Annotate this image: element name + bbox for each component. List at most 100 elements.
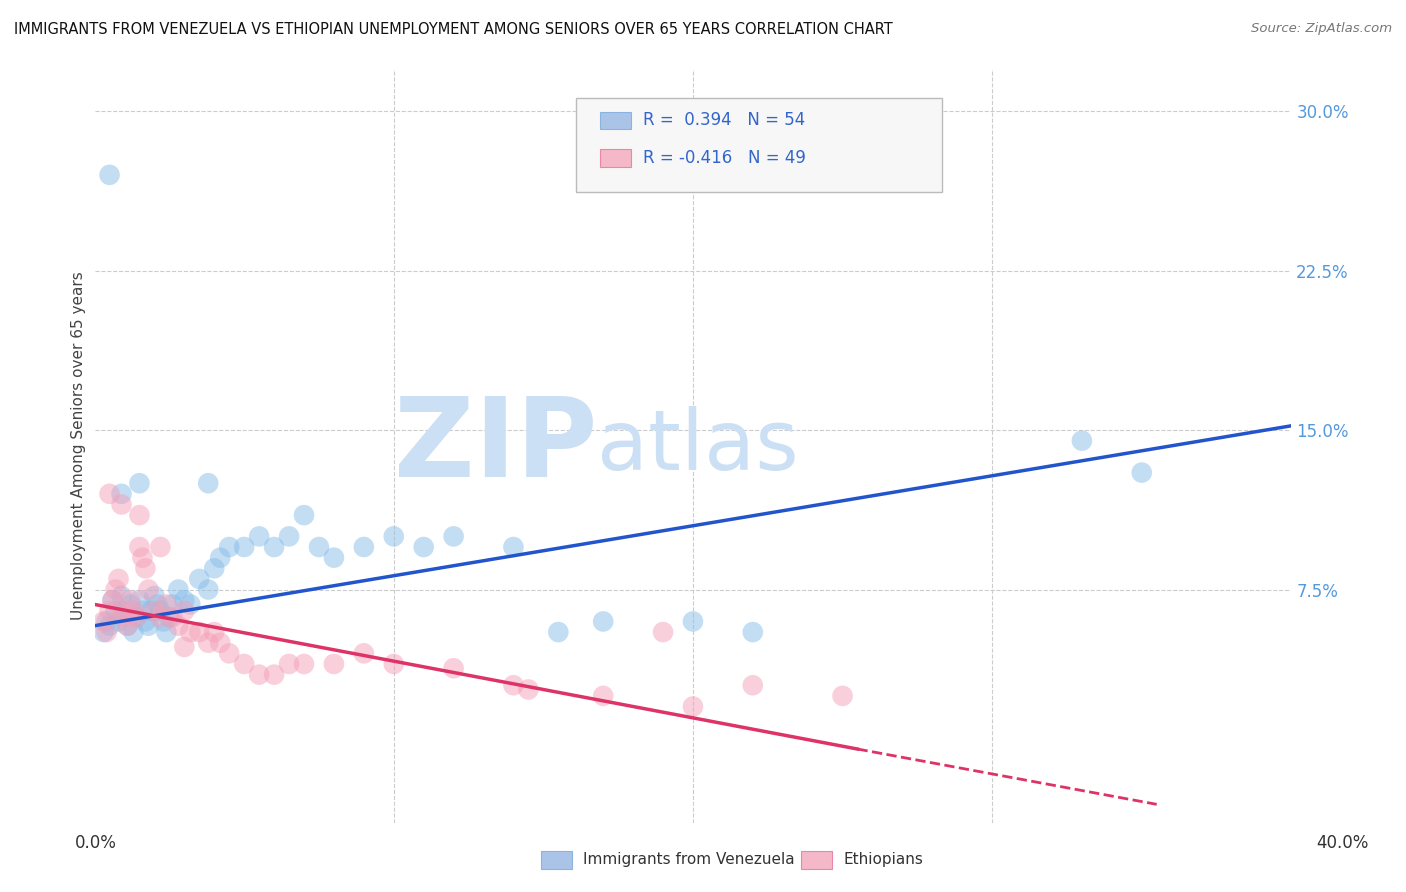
- Point: [412, 540, 434, 554]
- Point: [122, 604, 145, 618]
- Point: [117, 618, 139, 632]
- Point: [179, 598, 201, 612]
- Text: R =  0.394   N = 54: R = 0.394 N = 54: [643, 112, 804, 129]
- Point: [188, 625, 211, 640]
- Text: ZIP: ZIP: [394, 392, 598, 500]
- Point: [134, 561, 156, 575]
- Text: 0.0%: 0.0%: [75, 834, 117, 852]
- Point: [117, 618, 139, 632]
- Text: IMMIGRANTS FROM VENEZUELA VS ETHIOPIAN UNEMPLOYMENT AMONG SENIORS OVER 65 YEARS : IMMIGRANTS FROM VENEZUELA VS ETHIOPIAN U…: [14, 22, 893, 37]
- Point: [831, 689, 853, 703]
- Point: [98, 168, 121, 182]
- Point: [162, 598, 184, 612]
- Point: [134, 615, 156, 629]
- Point: [353, 646, 375, 660]
- Point: [122, 625, 145, 640]
- Text: Source: ZipAtlas.com: Source: ZipAtlas.com: [1251, 22, 1392, 36]
- Point: [263, 667, 285, 681]
- Point: [96, 625, 118, 640]
- Point: [247, 667, 270, 681]
- Point: [167, 618, 190, 632]
- Point: [218, 646, 240, 660]
- Point: [292, 657, 315, 671]
- Point: [101, 593, 124, 607]
- Point: [110, 604, 132, 618]
- Point: [128, 508, 150, 522]
- Point: [263, 540, 285, 554]
- Point: [149, 604, 172, 618]
- Point: [197, 582, 219, 597]
- Point: [167, 582, 190, 597]
- Point: [308, 540, 330, 554]
- Point: [682, 615, 704, 629]
- Point: [146, 598, 169, 612]
- Point: [128, 476, 150, 491]
- Point: [93, 625, 115, 640]
- Point: [107, 615, 129, 629]
- Point: [202, 625, 225, 640]
- Point: [120, 598, 142, 612]
- Point: [173, 593, 195, 607]
- Point: [592, 615, 614, 629]
- Point: [128, 593, 150, 607]
- Point: [682, 699, 704, 714]
- Point: [149, 610, 172, 624]
- Text: 40.0%: 40.0%: [1316, 834, 1369, 852]
- Point: [141, 604, 163, 618]
- Point: [197, 476, 219, 491]
- Point: [93, 615, 115, 629]
- Point: [155, 625, 177, 640]
- Point: [547, 625, 569, 640]
- Point: [443, 661, 465, 675]
- Point: [323, 550, 346, 565]
- Point: [278, 529, 301, 543]
- Point: [128, 540, 150, 554]
- Point: [209, 550, 232, 565]
- Point: [173, 604, 195, 618]
- Point: [114, 604, 136, 618]
- Point: [188, 572, 211, 586]
- Point: [125, 610, 148, 624]
- Point: [152, 615, 174, 629]
- Point: [741, 625, 763, 640]
- Point: [233, 657, 256, 671]
- Point: [110, 589, 132, 603]
- Point: [517, 682, 540, 697]
- Point: [110, 487, 132, 501]
- Point: [98, 604, 121, 618]
- Point: [96, 615, 118, 629]
- Point: [101, 593, 124, 607]
- Point: [247, 529, 270, 543]
- Point: [143, 604, 166, 618]
- Text: R = -0.416   N = 49: R = -0.416 N = 49: [643, 149, 806, 167]
- Point: [278, 657, 301, 671]
- Point: [143, 589, 166, 603]
- Y-axis label: Unemployment Among Seniors over 65 years: Unemployment Among Seniors over 65 years: [72, 272, 86, 620]
- Point: [125, 610, 148, 624]
- Point: [233, 540, 256, 554]
- Point: [209, 636, 232, 650]
- Point: [218, 540, 240, 554]
- Point: [443, 529, 465, 543]
- Point: [138, 618, 160, 632]
- Point: [353, 540, 375, 554]
- Point: [104, 582, 127, 597]
- Point: [741, 678, 763, 692]
- Text: atlas: atlas: [598, 406, 799, 486]
- Point: [98, 618, 121, 632]
- Point: [110, 498, 132, 512]
- Point: [1070, 434, 1092, 448]
- Point: [292, 508, 315, 522]
- Point: [202, 561, 225, 575]
- Point: [131, 550, 153, 565]
- Text: Immigrants from Venezuela: Immigrants from Venezuela: [583, 853, 796, 867]
- Point: [157, 610, 180, 624]
- Point: [155, 598, 177, 612]
- Point: [131, 604, 153, 618]
- Point: [162, 610, 184, 624]
- Point: [173, 640, 195, 654]
- Point: [179, 625, 201, 640]
- Point: [107, 572, 129, 586]
- Point: [138, 582, 160, 597]
- Point: [502, 678, 524, 692]
